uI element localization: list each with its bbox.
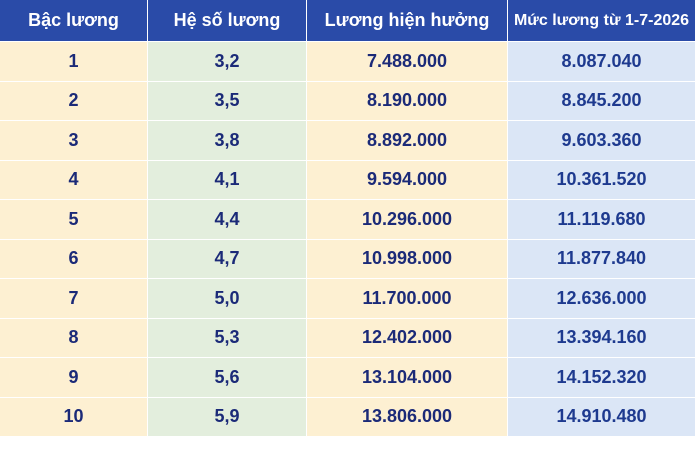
table-cell: 4,7 (148, 239, 307, 279)
table-cell: 8 (0, 318, 148, 358)
table-cell: 8.845.200 (508, 81, 696, 121)
table-cell: 3,5 (148, 81, 307, 121)
table-cell: 14.152.320 (508, 358, 696, 398)
table-cell: 8.087.040 (508, 42, 696, 82)
table-cell: 5,0 (148, 279, 307, 319)
table-cell: 9 (0, 358, 148, 398)
table-cell: 7 (0, 279, 148, 319)
table-cell: 13.104.000 (307, 358, 508, 398)
table-cell: 10 (0, 397, 148, 437)
header-cell: Mức lương từ 1-7-2026 (508, 0, 696, 42)
table-cell: 10.361.520 (508, 160, 696, 200)
table-cell: 9.594.000 (307, 160, 508, 200)
table-cell: 11.700.000 (307, 279, 508, 319)
table-cell: 3,8 (148, 121, 307, 161)
table-cell: 8.190.000 (307, 81, 508, 121)
table-cell: 2 (0, 81, 148, 121)
table-cell: 10.296.000 (307, 200, 508, 240)
header-cell: Bậc lương (0, 0, 148, 42)
table-cell: 10.998.000 (307, 239, 508, 279)
table-cell: 4,1 (148, 160, 307, 200)
table-cell: 11.877.840 (508, 239, 696, 279)
table-cell: 9.603.360 (508, 121, 696, 161)
table-cell: 4 (0, 160, 148, 200)
table-cell: 7.488.000 (307, 42, 508, 82)
table-cell: 6 (0, 239, 148, 279)
table-cell: 12.636.000 (508, 279, 696, 319)
table-cell: 4,4 (148, 200, 307, 240)
table-cell: 1 (0, 42, 148, 82)
table-cell: 12.402.000 (307, 318, 508, 358)
table-cell: 13.806.000 (307, 397, 508, 437)
table-cell: 8.892.000 (307, 121, 508, 161)
table-cell: 13.394.160 (508, 318, 696, 358)
header-cell: Lương hiện hưởng (307, 0, 508, 42)
table-cell: 14.910.480 (508, 397, 696, 437)
header-cell: Hệ số lương (148, 0, 307, 42)
table-cell: 5,9 (148, 397, 307, 437)
table-cell: 11.119.680 (508, 200, 696, 240)
salary-table: Bậc lương Hệ số lương Lương hiện hưởng Mức … (0, 0, 696, 437)
table-cell: 3,2 (148, 42, 307, 82)
table-cell: 3 (0, 121, 148, 161)
table-cell: 5,3 (148, 318, 307, 358)
table-cell: 5,6 (148, 358, 307, 398)
table-cell: 5 (0, 200, 148, 240)
